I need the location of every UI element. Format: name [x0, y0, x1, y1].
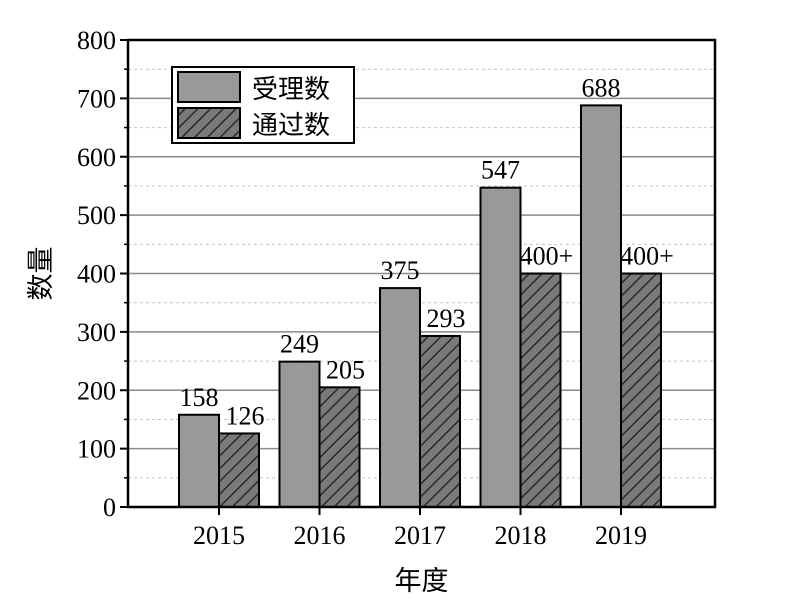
x-tick-label: 2015 — [193, 521, 245, 550]
legend-label: 受理数 — [252, 75, 330, 104]
y-tick-label: 700 — [77, 84, 116, 113]
y-axis-title: 数量 — [26, 247, 56, 301]
data-label: 400+ — [620, 242, 674, 271]
bar-accepted — [479, 186, 522, 508]
data-label: 293 — [427, 304, 466, 333]
bar-approved — [218, 432, 260, 509]
y-tick-label: 100 — [77, 435, 116, 464]
data-label: 375 — [381, 256, 420, 285]
bar-accepted — [278, 360, 321, 508]
bar-accepted — [580, 104, 622, 508]
y-tick-label: 0 — [103, 493, 116, 522]
x-axis: 2015 2016 2017 2018 2019 — [193, 507, 647, 550]
y-tick-label: 600 — [77, 143, 116, 172]
y-tick-label: 400 — [77, 260, 116, 289]
x-tick-label: 2018 — [495, 521, 547, 550]
data-label: 158 — [180, 383, 219, 412]
x-tick-label: 2016 — [294, 521, 346, 550]
data-label: 547 — [481, 156, 520, 185]
x-tick-label: 2019 — [595, 521, 647, 550]
y-tick-label: 800 — [77, 26, 116, 55]
bar-accepted — [178, 413, 220, 508]
x-tick-label: 2017 — [394, 521, 446, 550]
legend-swatch — [177, 71, 241, 103]
bar-approved — [318, 386, 361, 508]
data-label: 249 — [280, 330, 319, 359]
bar-approved — [419, 334, 461, 508]
bar-accepted — [379, 287, 421, 508]
data-label: 205 — [326, 355, 365, 384]
y-tick-label: 300 — [77, 318, 116, 347]
y-tick-label: 500 — [77, 201, 116, 230]
y-axis: 0 100 200 300 400 500 600 700 800 — [77, 26, 128, 522]
data-label: 400+ — [520, 242, 574, 271]
bar-approved — [519, 272, 562, 508]
bar-approved — [620, 272, 662, 508]
x-axis-title: 年度 — [395, 566, 449, 596]
bars-group — [178, 104, 662, 509]
data-label: 688 — [582, 73, 621, 102]
legend-label: 通过数 — [252, 111, 330, 140]
data-label: 126 — [226, 401, 265, 430]
legend-swatch — [177, 107, 241, 139]
y-tick-label: 200 — [77, 376, 116, 405]
